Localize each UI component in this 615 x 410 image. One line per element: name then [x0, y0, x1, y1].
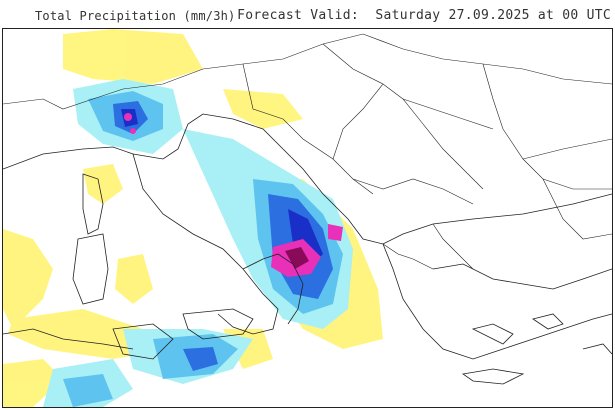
forecast-time: Saturday 27.09.2025 at 00 UTC: [375, 8, 611, 23]
country-borders: [3, 33, 612, 270]
precipitation-map: [2, 28, 613, 408]
forecast-label: Forecast Valid:: [237, 8, 360, 23]
forecast-valid: Forecast Valid: Saturday 27.09.2025 at 0…: [237, 8, 611, 23]
coastlines: [3, 113, 612, 385]
map-title: Total Precipitation (mm/3h): [35, 9, 236, 23]
precip-darkmagenta-layer: [285, 247, 309, 269]
map-header: Total Precipitation (mm/3h) Forecast Val…: [0, 0, 615, 28]
map-canvas: [3, 29, 612, 407]
